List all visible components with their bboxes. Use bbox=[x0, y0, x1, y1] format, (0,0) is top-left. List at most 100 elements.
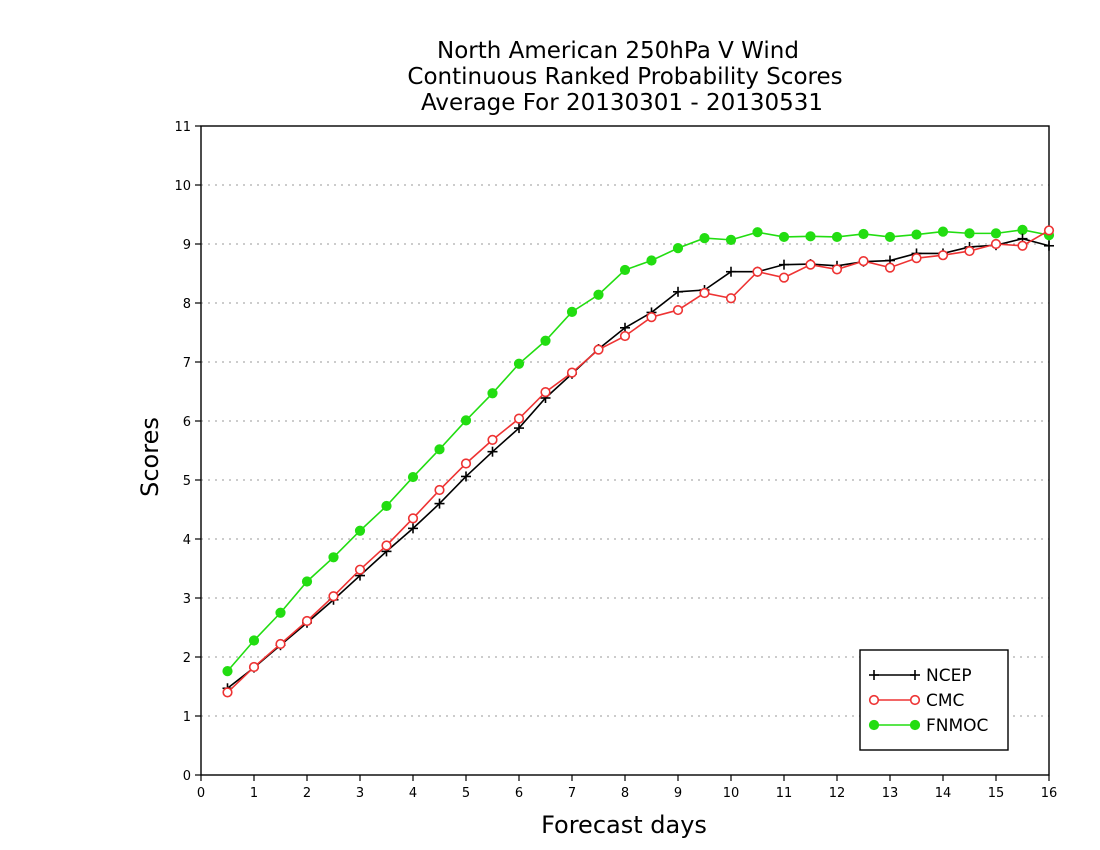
x-tick-label-7: 7 bbox=[568, 786, 576, 801]
legend-label-ncep: NCEP bbox=[926, 666, 972, 686]
point-fnmoc-2 bbox=[275, 607, 286, 618]
point-fnmoc-17 bbox=[672, 243, 684, 254]
series-line-fnmoc bbox=[226, 229, 1050, 672]
point-fnmoc-8 bbox=[434, 444, 445, 455]
point-fnmoc-19 bbox=[725, 234, 737, 245]
point-fnmoc-13 bbox=[566, 306, 578, 317]
point-cmc-22 bbox=[805, 259, 816, 270]
point-fnmoc-0 bbox=[222, 666, 233, 677]
point-fnmoc-15 bbox=[619, 264, 631, 276]
legend: NCEP CMC FNMOC bbox=[859, 649, 1009, 751]
point-cmc-5 bbox=[354, 564, 366, 575]
point-cmc-18 bbox=[699, 287, 710, 299]
x-tick-label-5: 5 bbox=[462, 786, 470, 801]
y-tick-label-5: 5 bbox=[183, 474, 191, 489]
point-ncep-19 bbox=[726, 266, 736, 277]
point-cmc-20 bbox=[752, 266, 763, 277]
y-tick-label-1: 1 bbox=[183, 710, 191, 725]
chart-title: North American 250hPa V Wind Continuous … bbox=[407, 38, 842, 116]
legend-label-cmc: CMC bbox=[926, 691, 964, 711]
point-fnmoc-20 bbox=[752, 227, 763, 238]
point-fnmoc-9 bbox=[460, 415, 472, 426]
point-fnmoc-30 bbox=[1017, 224, 1028, 235]
legend-marker-left-cmc bbox=[868, 694, 880, 706]
point-fnmoc-28 bbox=[964, 228, 975, 239]
point-cmc-11 bbox=[513, 413, 525, 424]
point-cmc-29 bbox=[990, 238, 1002, 250]
legend-marker-right-cmc bbox=[909, 694, 921, 706]
point-ncep-9 bbox=[461, 471, 471, 482]
x-tick-label-3: 3 bbox=[356, 786, 364, 801]
point-fnmoc-21 bbox=[778, 231, 790, 243]
point-cmc-21 bbox=[778, 272, 790, 283]
y-tick-label-0: 0 bbox=[183, 769, 191, 784]
point-fnmoc-16 bbox=[646, 255, 657, 266]
legend-marker-right-fnmoc bbox=[909, 719, 921, 731]
x-axis-label: Forecast days bbox=[541, 811, 707, 839]
x-tick-label-16: 16 bbox=[1041, 786, 1058, 801]
legend-item-fnmoc: FNMOC bbox=[868, 716, 988, 736]
point-cmc-15 bbox=[619, 330, 631, 342]
point-cmc-3 bbox=[301, 615, 313, 627]
point-fnmoc-11 bbox=[513, 358, 525, 369]
point-ncep-31 bbox=[1044, 240, 1054, 251]
point-cmc-31 bbox=[1043, 225, 1055, 236]
chart-title-line-3: Average For 20130301 - 20130531 bbox=[421, 90, 823, 116]
point-fnmoc-1 bbox=[248, 635, 260, 646]
point-cmc-4 bbox=[328, 591, 339, 602]
point-cmc-23 bbox=[831, 264, 843, 275]
x-axis-ticks: 0 1 2 3 4 5 6 7 8 9 10 11 12 13 14 15 16 bbox=[197, 775, 1057, 801]
x-tick-label-12: 12 bbox=[829, 786, 846, 801]
series-line-cmc bbox=[226, 229, 1050, 693]
y-tick-label-3: 3 bbox=[183, 592, 191, 607]
point-cmc-28 bbox=[964, 245, 975, 257]
point-fnmoc-24 bbox=[858, 228, 869, 240]
point-cmc-25 bbox=[884, 262, 896, 273]
x-tick-label-9: 9 bbox=[674, 786, 682, 801]
chart-title-line-1: North American 250hPa V Wind bbox=[437, 38, 799, 64]
point-cmc-2 bbox=[275, 638, 286, 650]
point-ncep-21 bbox=[779, 259, 789, 270]
legend-item-ncep: NCEP bbox=[869, 666, 972, 686]
point-cmc-16 bbox=[646, 312, 657, 323]
point-cmc-9 bbox=[460, 458, 472, 469]
y-axis-ticks: 0 1 2 3 4 5 6 7 8 9 10 11 bbox=[174, 120, 201, 784]
point-ncep-17 bbox=[673, 286, 683, 297]
point-cmc-8 bbox=[434, 484, 445, 496]
point-fnmoc-12 bbox=[540, 335, 551, 346]
point-fnmoc-14 bbox=[593, 289, 604, 300]
point-cmc-27 bbox=[937, 250, 949, 261]
series-cmc bbox=[222, 225, 1055, 698]
x-tick-label-2: 2 bbox=[303, 786, 311, 801]
point-fnmoc-27 bbox=[937, 226, 949, 237]
x-tick-label-14: 14 bbox=[935, 786, 952, 801]
series-fnmoc bbox=[222, 224, 1055, 677]
y-tick-label-2: 2 bbox=[183, 651, 191, 666]
point-cmc-7 bbox=[407, 513, 419, 524]
y-axis-label: Scores bbox=[136, 417, 164, 497]
point-fnmoc-18 bbox=[699, 233, 710, 244]
point-fnmoc-25 bbox=[884, 231, 896, 243]
y-tick-label-6: 6 bbox=[183, 415, 191, 430]
x-tick-label-10: 10 bbox=[723, 786, 740, 801]
x-tick-label-11: 11 bbox=[776, 786, 793, 801]
x-tick-label-1: 1 bbox=[250, 786, 258, 801]
legend-marker-left-ncep bbox=[869, 670, 879, 680]
point-cmc-6 bbox=[381, 540, 392, 551]
y-tick-label-4: 4 bbox=[183, 533, 191, 548]
point-cmc-0 bbox=[222, 687, 233, 698]
gridlines bbox=[201, 184, 1049, 717]
point-fnmoc-10 bbox=[487, 388, 498, 399]
legend-marker-left-fnmoc bbox=[868, 719, 880, 731]
series-line-ncep bbox=[227, 237, 1050, 689]
legend-label-fnmoc: FNMOC bbox=[926, 716, 988, 736]
point-fnmoc-23 bbox=[831, 231, 843, 243]
point-fnmoc-3 bbox=[301, 576, 313, 587]
point-cmc-13 bbox=[566, 367, 578, 378]
point-cmc-17 bbox=[672, 304, 684, 316]
x-tick-label-8: 8 bbox=[621, 786, 629, 801]
point-fnmoc-4 bbox=[328, 552, 339, 563]
point-fnmoc-29 bbox=[990, 228, 1002, 239]
point-cmc-24 bbox=[858, 256, 869, 267]
